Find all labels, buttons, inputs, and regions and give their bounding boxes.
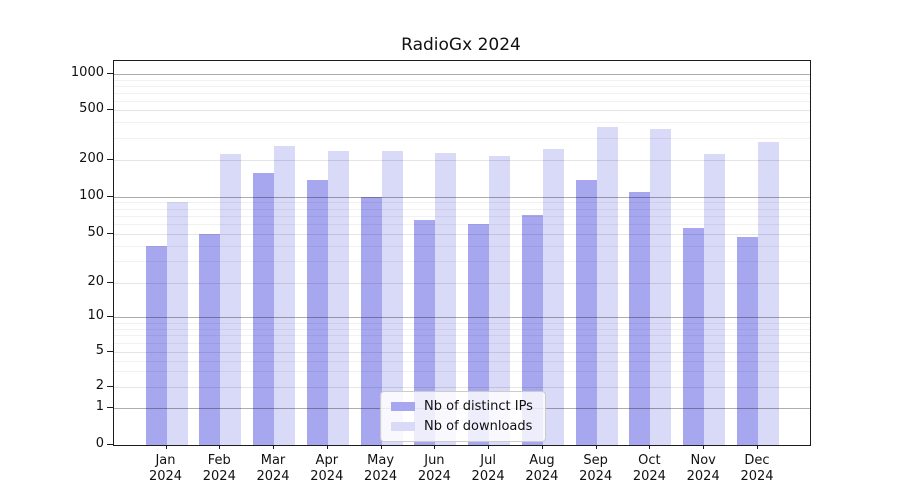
y-tick-label: 100 bbox=[79, 187, 104, 203]
bar-distinct-ips-mar bbox=[253, 173, 274, 445]
bar-distinct-ips-apr bbox=[306, 179, 328, 445]
gridline bbox=[114, 74, 810, 76]
x-tick-mark bbox=[326, 445, 328, 449]
bar-distinct-ips-sep bbox=[575, 179, 597, 445]
bar-distinct-ips-may bbox=[360, 196, 382, 445]
x-tick-mark bbox=[219, 445, 221, 449]
chart-title: RadioGx 2024 bbox=[401, 35, 521, 55]
y-tick-label: 20 bbox=[87, 273, 104, 289]
legend-swatch-distinct-ips bbox=[391, 402, 415, 411]
bar-distinct-ips-dec bbox=[737, 237, 758, 445]
plot-area: Nb of distinct IPs Nb of downloads bbox=[113, 60, 811, 446]
y-tick-mark bbox=[107, 316, 113, 318]
y-tick-label: 10 bbox=[87, 308, 104, 324]
x-tick-mark bbox=[703, 445, 705, 449]
bar-downloads-may bbox=[381, 150, 403, 445]
y-tick-mark bbox=[107, 351, 113, 352]
x-tick-mark bbox=[488, 445, 490, 449]
gridline bbox=[114, 137, 810, 139]
x-tick-label: Jan 2024 bbox=[148, 453, 183, 484]
y-tick-label: 1 bbox=[95, 399, 104, 414]
x-tick-mark bbox=[649, 445, 651, 449]
bar-downloads-oct bbox=[650, 128, 672, 445]
x-tick-label: Oct 2024 bbox=[632, 453, 666, 484]
x-tick-mark bbox=[757, 445, 758, 449]
bar-distinct-ips-feb bbox=[199, 233, 221, 445]
y-tick-mark bbox=[107, 195, 113, 197]
legend-item-downloads: Nb of downloads bbox=[391, 419, 533, 434]
x-tick-label: Apr 2024 bbox=[310, 453, 344, 484]
bar-distinct-ips-nov bbox=[683, 227, 705, 445]
bar-distinct-ips-jun bbox=[414, 219, 436, 445]
y-tick-label: 50 bbox=[87, 224, 104, 240]
x-tick-label: Feb 2024 bbox=[202, 453, 236, 484]
legend-label-downloads: Nb of downloads bbox=[424, 419, 533, 434]
bar-downloads-mar bbox=[274, 146, 295, 445]
bar-downloads-jun bbox=[435, 152, 457, 445]
legend-label-distinct-ips: Nb of distinct IPs bbox=[424, 399, 533, 414]
x-tick-label: Mar 2024 bbox=[256, 453, 290, 484]
y-tick-mark bbox=[107, 158, 113, 160]
gridline bbox=[114, 92, 810, 94]
y-tick-label: 0 bbox=[95, 436, 104, 451]
x-tick-label: May 2024 bbox=[364, 453, 398, 484]
gridline bbox=[114, 100, 810, 102]
x-tick-mark bbox=[273, 445, 274, 449]
gridline bbox=[114, 122, 810, 124]
y-tick-mark bbox=[107, 73, 113, 75]
bar-distinct-ips-oct bbox=[629, 192, 651, 445]
legend-swatch-downloads bbox=[391, 422, 415, 431]
x-tick-mark bbox=[380, 445, 382, 449]
bar-distinct-ips-aug bbox=[521, 215, 543, 445]
legend: Nb of distinct IPs Nb of downloads bbox=[380, 391, 546, 442]
gridline bbox=[114, 110, 810, 112]
y-tick-label: 200 bbox=[79, 150, 104, 166]
gridline bbox=[114, 85, 810, 87]
y-tick-label: 5 bbox=[95, 343, 104, 358]
gridline bbox=[114, 79, 810, 81]
y-tick-mark bbox=[107, 444, 113, 445]
x-tick-label: Nov 2024 bbox=[686, 453, 720, 484]
bar-downloads-feb bbox=[220, 154, 242, 445]
x-tick-label: Jun 2024 bbox=[417, 453, 451, 484]
x-tick-mark bbox=[595, 445, 597, 449]
y-tick-mark bbox=[107, 385, 113, 387]
x-tick-label: Dec 2024 bbox=[740, 453, 774, 484]
legend-item-distinct-ips: Nb of distinct IPs bbox=[391, 399, 533, 414]
bar-downloads-aug bbox=[542, 149, 564, 445]
bar-distinct-ips-jul bbox=[468, 224, 490, 445]
x-tick-mark bbox=[434, 445, 436, 449]
bar-downloads-jan bbox=[166, 201, 188, 445]
bar-distinct-ips-jan bbox=[145, 245, 167, 445]
x-tick-mark bbox=[165, 445, 167, 449]
y-tick-label: 2 bbox=[95, 377, 104, 393]
bar-downloads-dec bbox=[758, 141, 779, 445]
y-tick-mark bbox=[107, 109, 113, 111]
bar-downloads-jul bbox=[489, 155, 511, 445]
bar-downloads-sep bbox=[596, 126, 618, 445]
bar-downloads-nov bbox=[704, 153, 726, 445]
bar-downloads-apr bbox=[327, 150, 349, 445]
y-tick-mark bbox=[107, 232, 113, 234]
x-tick-label: Aug 2024 bbox=[525, 453, 559, 484]
y-tick-mark bbox=[107, 407, 113, 408]
x-tick-label: Jul 2024 bbox=[471, 453, 505, 484]
y-tick-label: 500 bbox=[79, 101, 104, 117]
x-tick-label: Sep 2024 bbox=[579, 453, 613, 484]
y-tick-label: 1000 bbox=[70, 65, 104, 81]
y-tick-mark bbox=[107, 281, 113, 283]
x-tick-mark bbox=[541, 445, 543, 449]
